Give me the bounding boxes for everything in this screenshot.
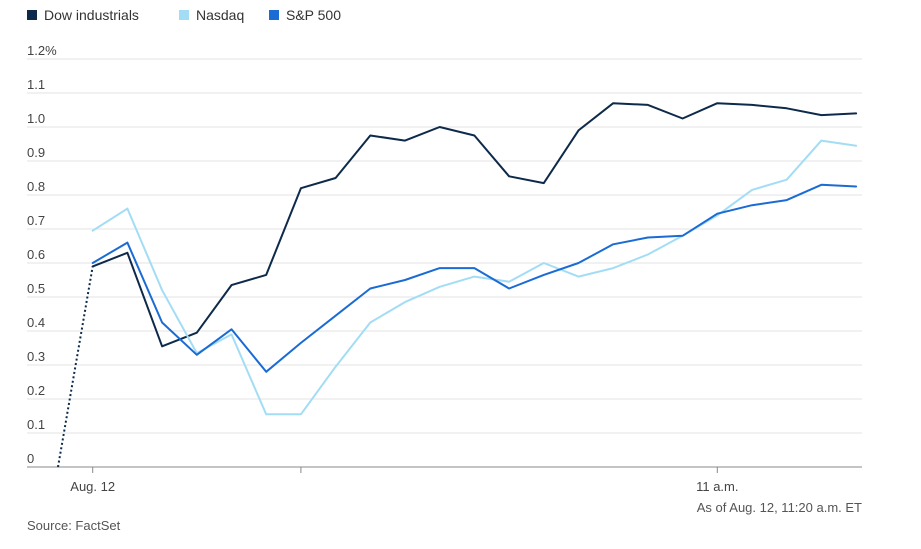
- legend-label: Nasdaq: [196, 7, 244, 23]
- y-tick-label: 0.3: [27, 349, 45, 364]
- legend-item-0: Dow industrials: [27, 7, 139, 23]
- series-1: [91, 139, 858, 416]
- y-tick-label: 0.2: [27, 383, 45, 398]
- x-tick-label: Aug. 12: [70, 479, 115, 494]
- legend-swatch: [269, 10, 279, 20]
- y-tick-label: 1.2%: [27, 43, 57, 58]
- legend-swatch: [179, 10, 189, 20]
- y-tick-label: 0.6: [27, 247, 45, 262]
- legend-label: Dow industrials: [44, 7, 139, 23]
- y-axis-ticks: 0 0.1 0.2 0.3 0.4 0.5 0.6 0.7 0.8 0.9 1.0 1.1 1.2%: [27, 43, 57, 466]
- y-tick-label: 0.9: [27, 145, 45, 160]
- y-tick-label: 1.0: [27, 111, 45, 126]
- series-lines: [57, 102, 858, 468]
- legend-label: S&P 500: [286, 7, 341, 23]
- series-2: [91, 183, 858, 373]
- y-tick-label: 0.1: [27, 417, 45, 432]
- source-note: Source: FactSet: [27, 518, 121, 533]
- legend-item-2: S&P 500: [269, 7, 341, 23]
- legend-swatch: [27, 10, 37, 20]
- y-tick-label: 1.1: [27, 77, 45, 92]
- x-axis: Aug. 12 11 a.m.: [27, 466, 862, 494]
- y-tick-label: 0.4: [27, 315, 45, 330]
- series-line-1: [91, 139, 858, 416]
- y-tick-label: 0.7: [27, 213, 45, 228]
- timestamp-note: As of Aug. 12, 11:20 a.m. ET: [697, 500, 862, 515]
- legend: Dow industrials Nasdaq S&P 500: [27, 7, 341, 23]
- y-tick-label: 0.5: [27, 281, 45, 296]
- series-0: [57, 102, 858, 468]
- y-tick-label: 0.8: [27, 179, 45, 194]
- y-tick-label: 0: [27, 451, 34, 466]
- legend-item-1: Nasdaq: [179, 7, 244, 23]
- connector-line: [57, 266, 94, 468]
- series-line-2: [91, 183, 858, 373]
- series-line-0: [91, 102, 858, 348]
- x-tick-label: 11 a.m.: [696, 479, 738, 494]
- gridlines: [27, 58, 862, 434]
